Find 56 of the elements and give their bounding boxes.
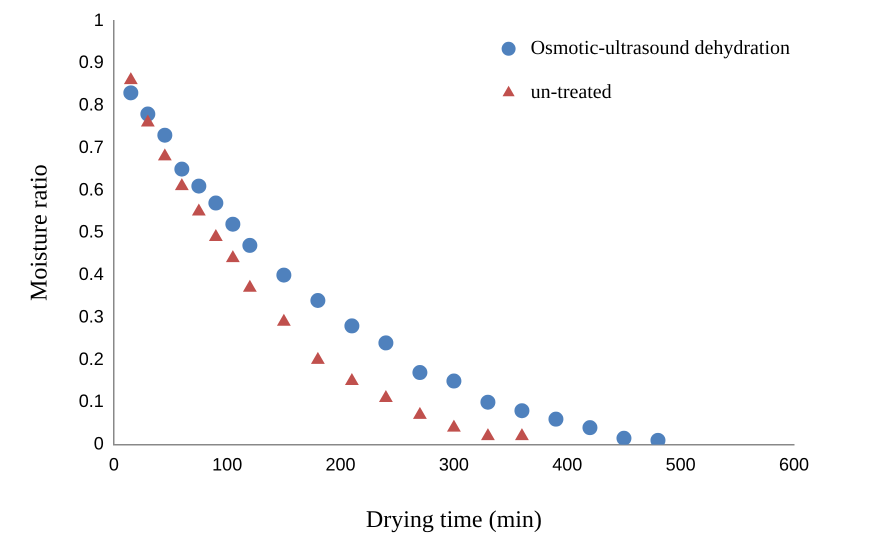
point — [157, 128, 172, 143]
point — [616, 430, 632, 445]
y-tick-label: 0.1 — [78, 391, 104, 412]
point — [225, 216, 240, 232]
point — [310, 293, 326, 308]
point — [515, 428, 528, 440]
x-tick-label: 500 — [666, 454, 696, 474]
point — [276, 268, 292, 283]
point — [141, 115, 154, 127]
point — [242, 238, 258, 253]
point — [277, 314, 290, 326]
y-tick-label: 0.6 — [78, 179, 104, 200]
y-tick-label: 0 — [94, 434, 104, 454]
x-axis-title: Drying time (min) — [366, 506, 542, 533]
point — [548, 412, 564, 427]
point — [158, 148, 172, 160]
point — [412, 365, 428, 380]
point — [175, 178, 188, 190]
point — [192, 204, 206, 216]
point — [243, 280, 256, 292]
point — [226, 250, 240, 262]
point — [582, 420, 598, 436]
point — [124, 72, 138, 84]
x-tick-label: 100 — [212, 454, 242, 474]
point — [174, 162, 190, 177]
legend-label: un-treated — [530, 81, 612, 104]
y-axis-title: Moisture ratio — [26, 164, 53, 302]
legend-label: Osmotic-ultrasound dehydration — [530, 37, 790, 60]
point — [344, 318, 360, 334]
y-tick-label: 0.8 — [78, 94, 104, 115]
point — [379, 390, 392, 402]
y-tick-label: 0.9 — [78, 52, 104, 72]
point — [209, 229, 222, 241]
point — [378, 335, 394, 350]
y-tick-label: 0.2 — [78, 348, 104, 369]
point — [345, 374, 358, 386]
point — [446, 374, 462, 389]
x-tick-label: 300 — [438, 454, 469, 474]
x-tick-label: 600 — [778, 454, 810, 474]
y-tick-label: 0.3 — [78, 306, 104, 326]
x-tick-label: 0 — [108, 454, 119, 474]
y-tick-label: 0.7 — [78, 136, 104, 157]
point — [123, 85, 138, 100]
point — [413, 407, 426, 419]
y-tick-label: 1 — [94, 10, 104, 30]
point — [447, 420, 460, 432]
point — [514, 403, 530, 418]
y-tick-label: 0.4 — [78, 264, 104, 284]
point — [480, 394, 496, 410]
x-tick-label: 400 — [552, 454, 582, 474]
point — [481, 428, 494, 440]
point — [208, 196, 224, 211]
point — [311, 352, 324, 364]
point — [191, 178, 206, 194]
y-tick-label: 0.5 — [78, 222, 104, 242]
x-tick-label: 200 — [326, 454, 356, 474]
